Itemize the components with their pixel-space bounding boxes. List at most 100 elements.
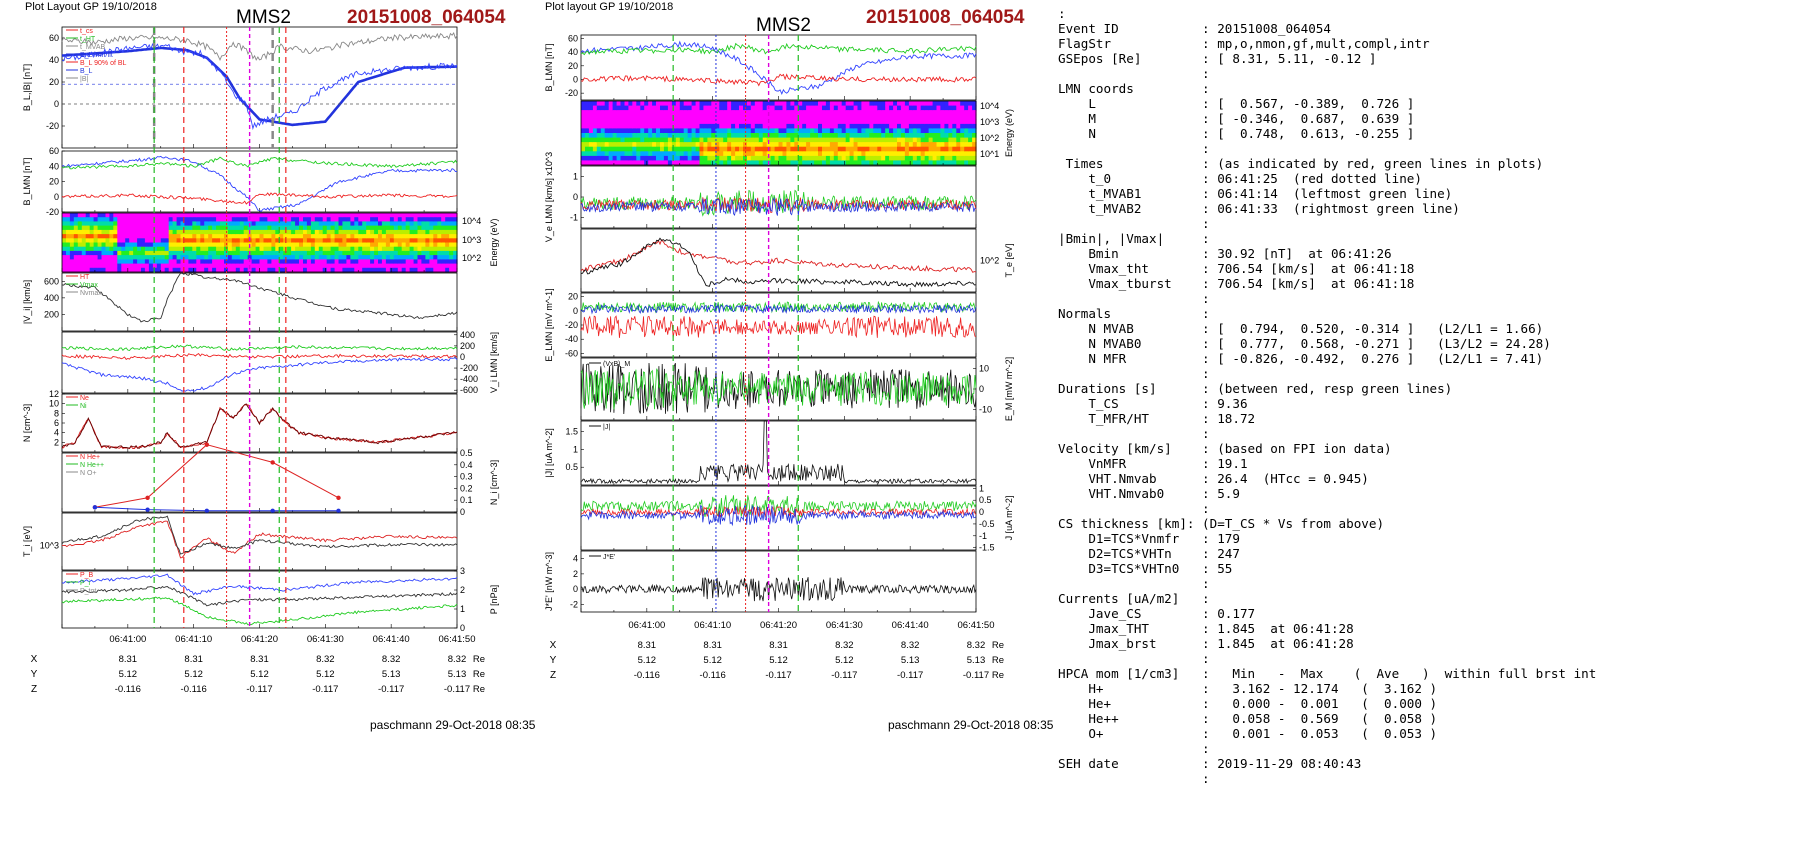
heatmap-cell xyxy=(180,242,185,248)
data-point xyxy=(145,495,150,501)
heatmap-cell xyxy=(588,160,594,166)
heatmap-cell xyxy=(85,267,91,273)
heatmap-cell xyxy=(255,217,261,222)
heatmap-cell xyxy=(912,155,918,161)
heatmap-cell xyxy=(366,234,371,239)
heatmap-cell xyxy=(825,146,831,152)
heatmap-cell xyxy=(960,160,965,166)
heatmap-cell xyxy=(908,160,914,166)
heatmap-cell xyxy=(291,213,296,218)
heatmap-cell xyxy=(393,246,399,252)
heatmap-cell xyxy=(81,221,87,227)
heatmap-cell xyxy=(243,267,249,273)
heatmap-cell xyxy=(85,213,91,218)
heatmap-cell xyxy=(129,225,134,231)
heatmap-cell xyxy=(156,259,162,265)
heatmap-cell xyxy=(421,250,426,256)
heatmap-cell xyxy=(889,160,894,166)
heatmap-cell xyxy=(750,155,756,161)
heatmap-cell xyxy=(160,267,166,273)
heatmap-cell xyxy=(425,213,430,218)
series-line xyxy=(580,73,977,87)
heatmap-cell xyxy=(924,105,930,111)
heatmap-cell xyxy=(358,238,363,243)
heatmap-cell xyxy=(366,255,371,260)
heatmap-cell xyxy=(216,263,221,269)
heatmap-cell xyxy=(636,151,641,157)
heatmap-cell xyxy=(164,238,170,243)
heatmap-cell xyxy=(137,263,142,269)
heatmap-cell xyxy=(73,263,79,269)
heatmap-cell xyxy=(810,155,815,161)
heatmap-cell xyxy=(148,255,154,260)
heatmap-cell xyxy=(251,255,257,260)
heatmap-cell xyxy=(433,267,438,273)
heatmap-cell xyxy=(920,146,926,152)
heatmap-cell xyxy=(746,110,752,116)
heatmap-cell xyxy=(168,217,174,222)
heatmap-cell xyxy=(69,221,75,227)
heatmap-cell xyxy=(354,250,359,256)
heatmap-cell xyxy=(695,101,701,107)
heatmap-cell xyxy=(326,242,332,248)
heatmap-cell xyxy=(255,234,261,239)
heatmap-cell xyxy=(944,123,949,129)
heatmap-cell xyxy=(378,229,383,235)
heatmap-cell xyxy=(409,225,415,231)
heatmap-cell xyxy=(837,146,843,152)
heatmap-cell xyxy=(378,246,383,252)
heatmap-cell xyxy=(180,259,185,265)
heatmap-cell xyxy=(952,155,957,161)
panel-frame xyxy=(61,512,458,571)
heatmap-cell xyxy=(833,119,839,125)
heatmap-cell xyxy=(66,225,71,231)
heatmap-cell xyxy=(267,246,272,252)
heatmap-cell xyxy=(806,105,811,111)
heatmap-cell xyxy=(624,123,629,129)
heatmap-cell xyxy=(397,267,403,273)
heatmap-cell xyxy=(97,255,103,260)
heatmap-cell xyxy=(652,114,657,120)
heatmap-cell xyxy=(168,238,174,243)
heatmap-cell xyxy=(152,259,158,265)
heatmap-cell xyxy=(632,155,637,161)
heatmap-cell xyxy=(778,137,783,143)
heatmap-cell xyxy=(754,114,760,120)
heatmap-cell xyxy=(715,151,720,157)
heatmap-cell xyxy=(263,242,268,248)
heatmap-cell xyxy=(310,242,316,248)
heatmap-cell xyxy=(196,217,201,222)
heatmap-cell xyxy=(409,238,415,243)
heatmap-cell xyxy=(374,250,379,256)
heatmap-cell xyxy=(628,128,633,134)
heatmap-cell xyxy=(148,259,154,265)
position-value: 5.12 xyxy=(250,669,269,680)
heatmap-cell xyxy=(679,142,685,148)
heatmap-cell xyxy=(865,123,870,129)
heatmap-cell xyxy=(881,114,886,120)
heatmap-cell xyxy=(735,101,740,107)
heatmap-cell xyxy=(200,267,205,273)
heatmap-cell xyxy=(908,146,914,152)
heatmap-cell xyxy=(699,128,704,134)
heatmap-cell xyxy=(581,155,586,161)
heatmap-cell xyxy=(101,234,106,239)
summary-line: : xyxy=(1202,66,1210,81)
heatmap-cell xyxy=(845,146,851,152)
heatmap-cell xyxy=(358,234,363,239)
heatmap-cell xyxy=(746,119,752,125)
heatmap-cell xyxy=(137,213,142,218)
heatmap-cell xyxy=(687,160,693,166)
heatmap-cell xyxy=(453,217,458,222)
heatmap-cell xyxy=(581,114,586,120)
y-axis-label: P [nPa] xyxy=(489,585,499,614)
heatmap-cell xyxy=(449,217,454,222)
summary-line: Velocity [km/s] : (based on FPI ion data… xyxy=(1058,441,1392,456)
y-tick-label: -20 xyxy=(565,320,578,330)
heatmap-cell xyxy=(429,229,434,235)
heatmap-cell xyxy=(220,255,225,260)
heatmap-cell xyxy=(326,259,332,265)
heatmap-cell xyxy=(81,246,87,252)
heatmap-cell xyxy=(857,101,862,107)
heatmap-cell xyxy=(616,160,622,166)
